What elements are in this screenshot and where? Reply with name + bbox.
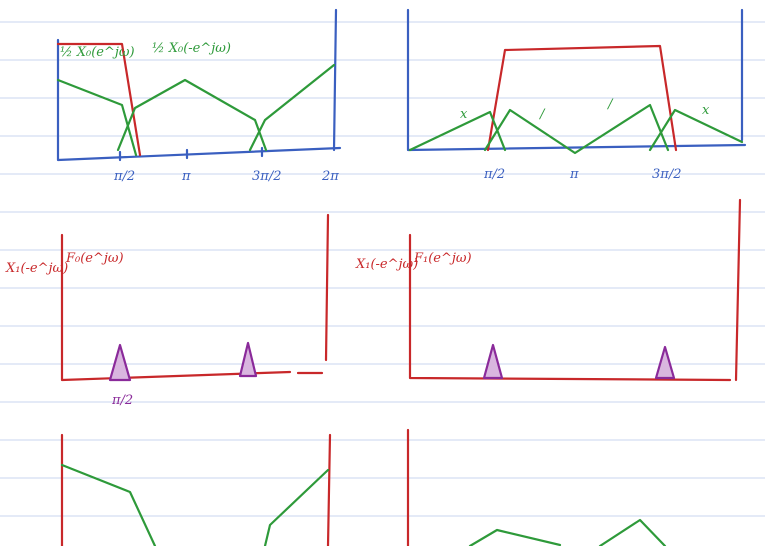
annotation: /	[606, 97, 614, 112]
spectrum-label: X₁(-e^jω)	[5, 261, 68, 276]
spectrum-label: ½ X₀(e^jω)	[60, 45, 135, 60]
tick-label: π/2	[111, 393, 133, 408]
filter-label: F₀(e^jω)	[65, 251, 124, 266]
annotation: x	[702, 103, 710, 118]
notebook-page: ½ X₀(e^jω) ½ X₀(-e^jω) π/2 π 3π/2 2π x /…	[0, 0, 765, 546]
tick-label: 3π/2	[252, 169, 281, 184]
annotation: x	[460, 107, 468, 122]
spectrum-label: X₁(-e^jω)	[355, 257, 418, 272]
tick-label: 3π/2	[652, 167, 681, 182]
page: {"top_left": {"label_x0": "½ X₀(e^jω)", …	[0, 0, 765, 546]
bottom-sketch	[62, 430, 665, 546]
tick-label: π	[569, 167, 579, 182]
top-left-sketch	[58, 10, 340, 160]
middle-left-sketch	[62, 215, 328, 380]
filter-label: F₁(e^jω)	[413, 251, 472, 266]
annotation: /	[538, 107, 546, 122]
tick-label: 2π	[321, 169, 339, 184]
tick-label: π	[181, 169, 191, 184]
tick-label: π/2	[483, 167, 505, 182]
top-right-sketch	[408, 10, 745, 153]
middle-right-sketch	[410, 200, 740, 380]
spectrum-label: ½ X₀(-e^jω)	[152, 41, 231, 56]
tick-label: π/2	[113, 169, 135, 184]
